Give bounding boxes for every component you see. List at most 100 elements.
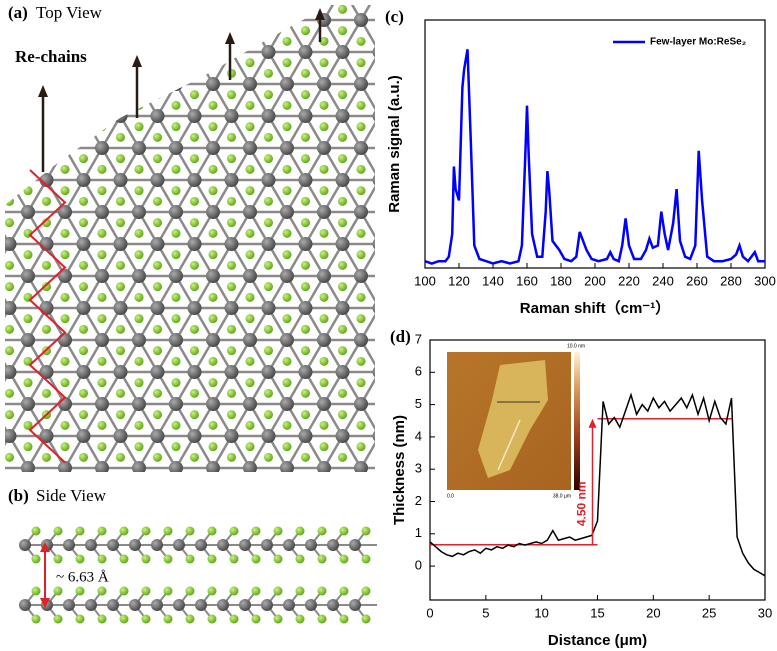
se-atom bbox=[320, 485, 329, 494]
se-atom bbox=[79, 282, 88, 292]
bond bbox=[119, 467, 141, 472]
bond bbox=[380, 276, 399, 308]
se-atom bbox=[412, 5, 421, 14]
re-atom bbox=[169, 333, 183, 347]
se-atom bbox=[227, 388, 236, 398]
re-atom bbox=[243, 333, 257, 347]
se-atom bbox=[163, 614, 173, 624]
legend-label: Few-layer Mo:ReSe₂ bbox=[650, 37, 746, 48]
se-atom bbox=[282, 420, 292, 430]
se-atom bbox=[431, 485, 440, 494]
se-atom bbox=[338, 90, 347, 100]
re-atom bbox=[280, 13, 294, 27]
x-tick-label: 300 bbox=[754, 273, 776, 288]
se-atom bbox=[134, 292, 144, 302]
panel-title: Side View bbox=[36, 486, 107, 505]
se-atom bbox=[153, 324, 162, 334]
x-axis-label: Raman shift（cm⁻¹） bbox=[520, 299, 670, 317]
bond bbox=[398, 244, 417, 276]
se-atom bbox=[60, 250, 70, 260]
se-atom bbox=[79, 346, 88, 356]
re-atom bbox=[169, 397, 183, 411]
se-atom bbox=[264, 452, 273, 462]
se-atom bbox=[23, 164, 33, 174]
bond bbox=[100, 83, 122, 117]
y-tick-label: 7 bbox=[415, 331, 422, 346]
edge bbox=[497, 419, 521, 471]
bond bbox=[137, 19, 159, 53]
se-atom bbox=[116, 388, 125, 398]
se-atom bbox=[431, 314, 440, 323]
se-atom bbox=[208, 164, 218, 174]
se-atom bbox=[227, 218, 236, 228]
se-atom bbox=[338, 26, 347, 36]
se-atom bbox=[282, 250, 292, 260]
se-atom bbox=[295, 526, 305, 536]
se-atom bbox=[172, 506, 181, 515]
se-atom bbox=[208, 356, 218, 366]
se-atom bbox=[141, 554, 151, 564]
se-atom bbox=[431, 421, 440, 430]
re-atom bbox=[150, 173, 165, 187]
re-atom bbox=[21, 269, 35, 283]
re-atom bbox=[280, 397, 294, 411]
re-atom bbox=[39, 173, 54, 187]
se-atom bbox=[116, 196, 125, 206]
re-atom bbox=[169, 77, 183, 91]
se-atom bbox=[338, 410, 347, 420]
panel-label: (d) bbox=[390, 327, 411, 346]
se-atom bbox=[79, 68, 88, 78]
se-atom bbox=[171, 122, 181, 132]
se-atom bbox=[116, 90, 125, 100]
panel-label: (a) bbox=[8, 3, 28, 22]
se-atom bbox=[375, 346, 384, 355]
se-atom bbox=[42, 474, 51, 483]
arrow-head bbox=[225, 32, 235, 44]
re-atom bbox=[113, 429, 128, 443]
re-atom bbox=[224, 301, 239, 315]
inset-label: 38.0 µm bbox=[553, 493, 571, 499]
re-atom bbox=[317, 333, 331, 347]
bond bbox=[63, 83, 85, 117]
re-atom bbox=[224, 365, 239, 379]
se-atom bbox=[190, 196, 199, 206]
se-atom bbox=[190, 474, 199, 483]
se-atom bbox=[375, 282, 384, 291]
se-atom bbox=[23, 36, 33, 46]
re-atom bbox=[132, 333, 146, 347]
se-atom bbox=[163, 526, 173, 536]
se-atom bbox=[394, 37, 403, 46]
arrow-head bbox=[40, 542, 50, 552]
re-atom bbox=[187, 365, 202, 379]
bond bbox=[174, 5, 196, 21]
bond bbox=[156, 467, 178, 472]
se-atom bbox=[42, 196, 51, 206]
se-atom bbox=[264, 196, 273, 206]
se-atom bbox=[301, 218, 310, 228]
se-atom bbox=[319, 356, 329, 366]
re-atom bbox=[63, 599, 75, 611]
se-atom bbox=[141, 526, 151, 536]
se-atom bbox=[264, 474, 273, 483]
re-atom bbox=[280, 141, 294, 155]
re-atom bbox=[327, 599, 339, 611]
se-atom bbox=[75, 614, 85, 624]
se-atom bbox=[97, 314, 107, 324]
y-tick-label: 2 bbox=[415, 493, 422, 508]
re-atom bbox=[372, 45, 375, 59]
se-atom bbox=[97, 36, 107, 46]
se-atom bbox=[116, 5, 125, 14]
bond bbox=[100, 51, 122, 85]
re-atom bbox=[391, 269, 405, 283]
se-atom bbox=[5, 324, 14, 334]
se-atom bbox=[208, 186, 218, 196]
re-atom bbox=[280, 461, 294, 472]
se-atom bbox=[338, 196, 347, 206]
bond bbox=[63, 115, 85, 149]
x-tick-label: 100 bbox=[414, 273, 436, 288]
se-atom bbox=[119, 554, 129, 564]
x-tick-label: 15 bbox=[590, 605, 604, 620]
bond bbox=[324, 500, 343, 532]
se-atom bbox=[264, 410, 273, 420]
se-atom bbox=[79, 388, 88, 398]
